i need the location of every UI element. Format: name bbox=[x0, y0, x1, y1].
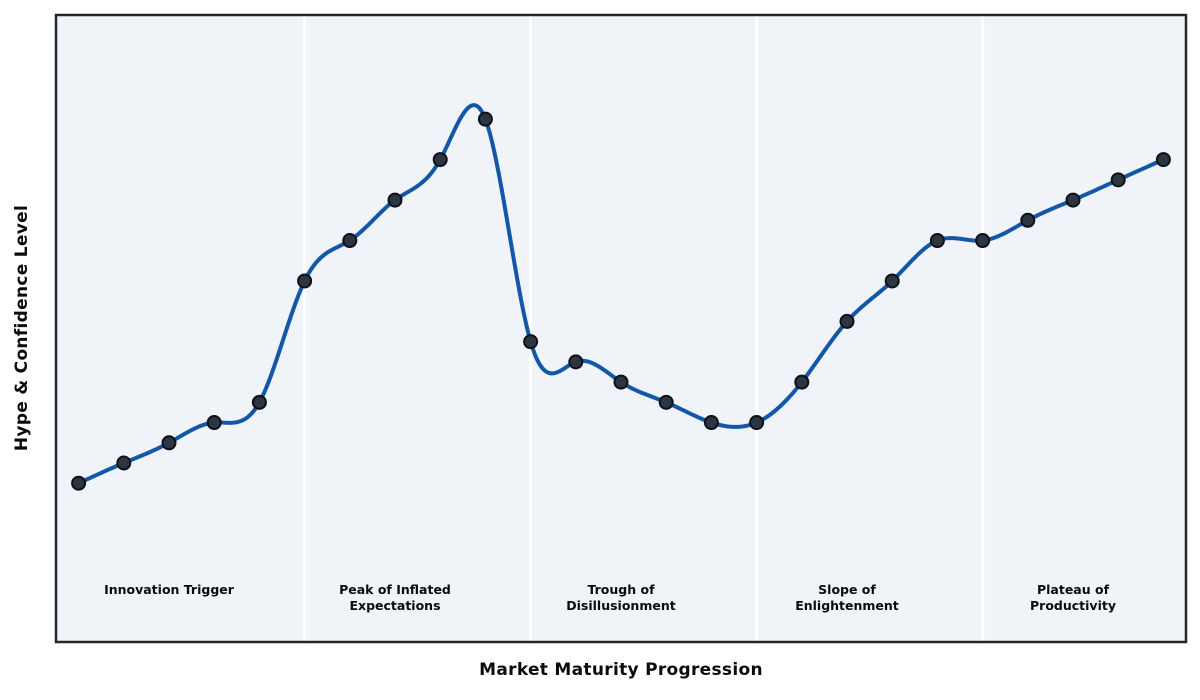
data-point-marker bbox=[613, 374, 629, 390]
data-point-marker bbox=[71, 475, 87, 491]
data-point-marker bbox=[794, 374, 810, 390]
data-point-marker bbox=[251, 394, 267, 410]
data-point-marker bbox=[477, 111, 493, 127]
data-point-marker bbox=[116, 455, 132, 471]
data-point-marker bbox=[1155, 152, 1171, 168]
data-point-marker bbox=[432, 152, 448, 168]
data-point-marker bbox=[884, 273, 900, 289]
data-point-marker bbox=[703, 415, 719, 431]
data-point-marker bbox=[523, 334, 539, 350]
data-point-marker bbox=[975, 233, 991, 249]
data-point-marker bbox=[839, 313, 855, 329]
data-point-marker bbox=[568, 354, 584, 370]
phase-label: Innovation Trigger bbox=[104, 582, 235, 597]
data-point-marker bbox=[206, 415, 222, 431]
data-point-marker bbox=[749, 415, 765, 431]
data-point-marker bbox=[1065, 192, 1081, 208]
y-axis-label: Hype & Confidence Level bbox=[12, 204, 32, 452]
data-point-marker bbox=[929, 233, 945, 249]
phase-label: Plateau of Productivity bbox=[1030, 582, 1116, 613]
data-point-marker bbox=[161, 435, 177, 451]
phase-label: Trough of Disillusionment bbox=[566, 582, 675, 613]
data-point-marker bbox=[297, 273, 313, 289]
x-axis-label: Market Maturity Progression bbox=[479, 660, 763, 680]
plot-border bbox=[54, 13, 1188, 644]
phase-label: Peak of Inflated Expectations bbox=[339, 582, 451, 613]
data-point-marker bbox=[1110, 172, 1126, 188]
data-point-marker bbox=[387, 192, 403, 208]
phase-label: Slope of Enlightenment bbox=[795, 582, 899, 613]
plot-background bbox=[56, 15, 1186, 642]
data-point-marker bbox=[658, 394, 674, 410]
data-point-marker bbox=[342, 233, 358, 249]
data-point-marker bbox=[1020, 212, 1036, 228]
